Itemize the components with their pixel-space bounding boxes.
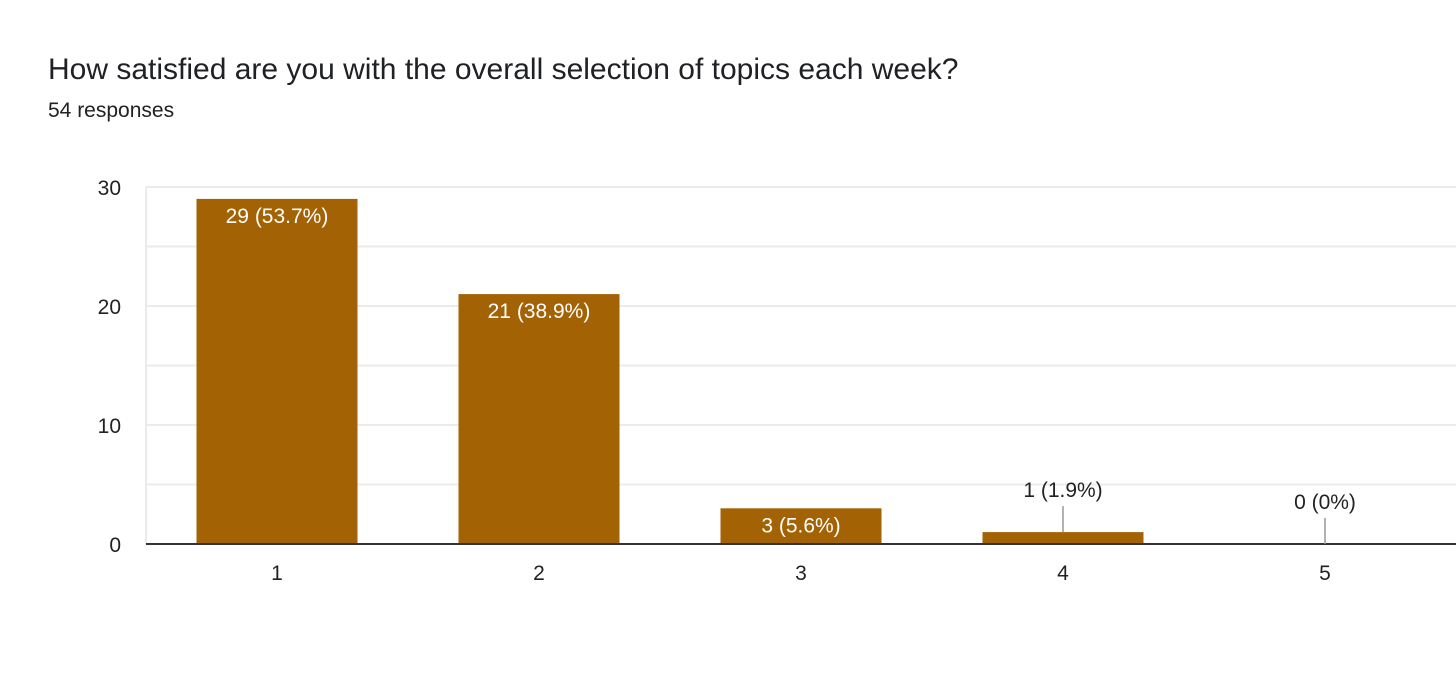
data-label: 3 (5.6%): [761, 514, 840, 537]
x-tick-label: 1: [271, 562, 283, 585]
bar-2: [458, 294, 620, 544]
x-tick-label: 2: [533, 562, 545, 585]
data-label: 29 (53.7%): [226, 205, 329, 228]
x-tick-label: 3: [795, 562, 807, 585]
gridlines: [145, 186, 1456, 544]
data-labels: 29 (53.7%) 21 (38.9%) 3 (5.6%) 1 (1.9%) 0 (0…: [226, 205, 1356, 544]
data-label: 0 (0%): [1294, 491, 1356, 514]
question-title: How satisfied are you with the overall s…: [48, 53, 959, 86]
x-tick-label: 5: [1319, 562, 1331, 585]
bar-4: [982, 532, 1144, 544]
data-label: 1 (1.9%): [1023, 479, 1102, 502]
y-tick-label: 10: [98, 415, 121, 438]
y-tick-label: 0: [109, 534, 121, 557]
y-tick-label: 20: [98, 296, 121, 319]
axes: 0 10 20 30 1 2 3 4 5: [98, 177, 1456, 585]
x-tick-label: 4: [1057, 562, 1069, 585]
bars: [196, 198, 1144, 544]
y-tick-label: 30: [98, 177, 121, 200]
data-label: 21 (38.9%): [488, 300, 591, 323]
bar-1: [196, 198, 358, 544]
response-count: 54 responses: [48, 99, 175, 122]
bar-3: [720, 508, 882, 544]
